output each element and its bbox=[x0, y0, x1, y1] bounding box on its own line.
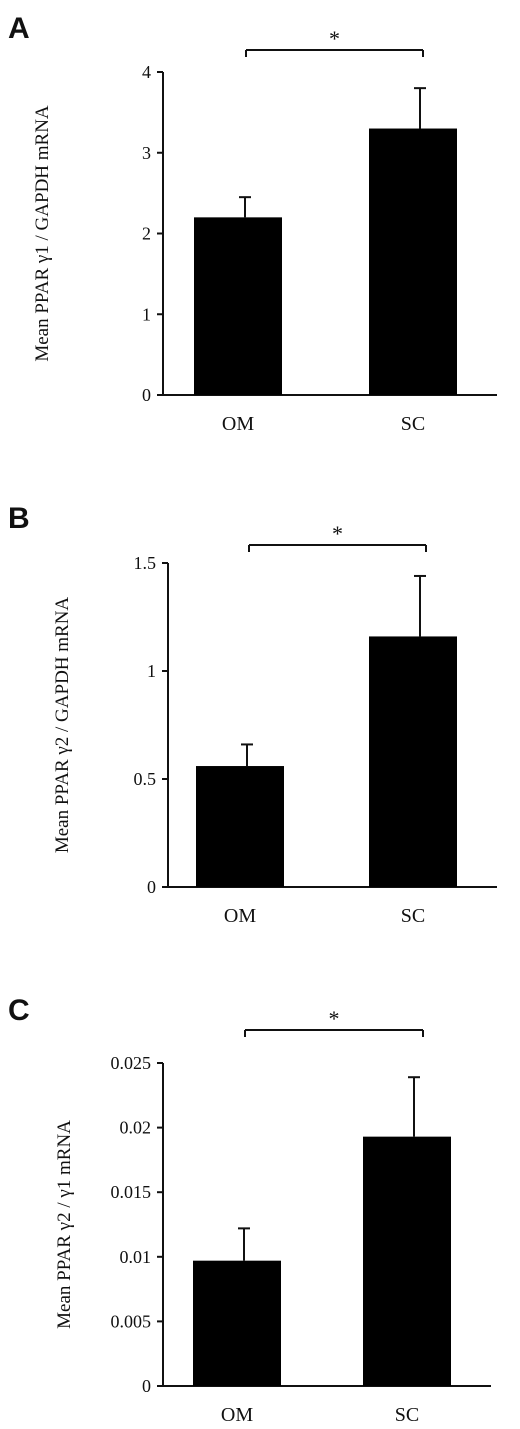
y-tick-label: 0.5 bbox=[134, 769, 157, 789]
y-axis-label: Mean PPAR γ2 / γ1 mRNA bbox=[54, 1120, 75, 1329]
significance-marker: * bbox=[329, 26, 340, 51]
category-label: SC bbox=[401, 905, 425, 927]
category-label: OM bbox=[222, 413, 254, 435]
y-tick-label: 0 bbox=[147, 877, 156, 897]
y-axis-label: Mean PPAR γ2 / GAPDH mRNA bbox=[52, 597, 73, 854]
panel-letter: B bbox=[8, 502, 30, 535]
bar-sc bbox=[369, 128, 457, 395]
category-label: SC bbox=[395, 1404, 419, 1426]
y-tick-label: 0.005 bbox=[111, 1311, 152, 1331]
y-tick-label: 0 bbox=[142, 1376, 151, 1396]
y-tick-label: 0.015 bbox=[111, 1182, 152, 1202]
chart-panel-b: B 0 0.5 1 1.5 Mean PPAR γ2 / GAPDH mRNA OM SC * bbox=[8, 502, 497, 927]
bar-om bbox=[193, 1260, 281, 1386]
significance-marker: * bbox=[332, 521, 343, 546]
y-tick-label: 0.01 bbox=[120, 1247, 152, 1267]
category-label: OM bbox=[224, 905, 256, 927]
y-tick-label: 1 bbox=[147, 661, 156, 681]
y-tick-label: 1 bbox=[142, 304, 151, 324]
category-label: OM bbox=[221, 1404, 253, 1426]
y-tick-label: 0.02 bbox=[120, 1118, 152, 1138]
y-tick-label: 4 bbox=[142, 62, 151, 82]
y-tick-label: 2 bbox=[142, 224, 151, 244]
significance-marker: * bbox=[329, 1006, 340, 1031]
panel-letter: A bbox=[8, 12, 30, 45]
panel-letter: C bbox=[8, 994, 30, 1027]
bar-om bbox=[194, 217, 282, 395]
bar-sc bbox=[363, 1136, 451, 1386]
y-tick-label: 0.025 bbox=[111, 1053, 152, 1073]
y-tick-label: 1.5 bbox=[134, 553, 157, 573]
bar-om bbox=[196, 766, 284, 887]
y-tick-label: 0 bbox=[142, 385, 151, 405]
bar-sc bbox=[369, 636, 457, 887]
chart-panel-a: A 0 1 2 3 4 Mean PPAR γ1 / GAPDH mRNA OM SC * bbox=[8, 12, 497, 435]
category-label: SC bbox=[401, 413, 425, 435]
chart-panel-c: C 0 0.005 0.01 0.015 0.02 0.025 Mean PPAR γ2 / … bbox=[8, 994, 491, 1426]
y-tick-label: 3 bbox=[142, 143, 151, 163]
y-axis-label: Mean PPAR γ1 / GAPDH mRNA bbox=[32, 105, 53, 362]
